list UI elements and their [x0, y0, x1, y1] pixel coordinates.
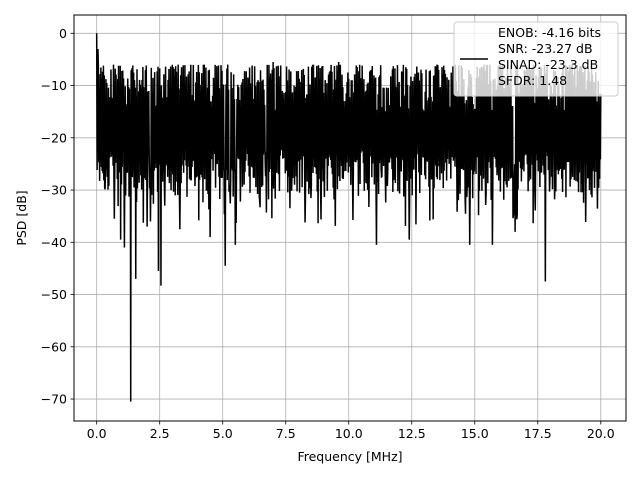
plot-frame — [73, 14, 627, 422]
y-tick-label: −60 — [41, 339, 67, 354]
legend-sfdr: SFDR: 1.48 — [498, 73, 567, 88]
series-layer — [95, 33, 602, 402]
legend-enob: ENOB: -4.16 bits — [498, 25, 601, 40]
x-tick-label: 7.5 — [276, 426, 296, 441]
x-tick-label: 0.0 — [87, 426, 107, 441]
x-tick-label: 15.0 — [461, 426, 489, 441]
legend-snr: SNR: -23.27 dB — [498, 41, 593, 56]
y-tick-label: −70 — [41, 392, 67, 407]
y-axis-label: PSD [dB] — [14, 190, 29, 245]
x-tick-label: 17.5 — [524, 426, 552, 441]
y-tick-label: −10 — [41, 78, 67, 93]
y-tick-label: −30 — [41, 183, 67, 198]
y-tick-label: 0 — [59, 26, 67, 41]
x-axis-label: Frequency [MHz] — [297, 449, 402, 464]
y-tick-label: −20 — [41, 130, 67, 145]
x-tick-label: 2.5 — [150, 426, 170, 441]
legend-sinad: SINAD: -23.3 dB — [498, 57, 598, 72]
x-tick-label: 10.0 — [335, 426, 363, 441]
y-tick-label: −50 — [41, 287, 67, 302]
x-tick-label: 5.0 — [213, 426, 233, 441]
psd-trace — [95, 33, 602, 402]
legend-box — [453, 21, 619, 97]
x-axis: 0.0 2.5 5.0 7.5 10.0 12.5 15.0 17.5 20.0 — [87, 421, 615, 441]
x-tick-label: 12.5 — [398, 426, 426, 441]
legend: ENOB: -4.16 bits SNR: -23.27 dB SINAD: -… — [453, 21, 619, 97]
y-axis: 0 −10 −20 −30 −40 −50 −60 −70 — [41, 26, 74, 407]
x-tick-label: 20.0 — [587, 426, 615, 441]
y-tick-label: −40 — [41, 235, 67, 250]
